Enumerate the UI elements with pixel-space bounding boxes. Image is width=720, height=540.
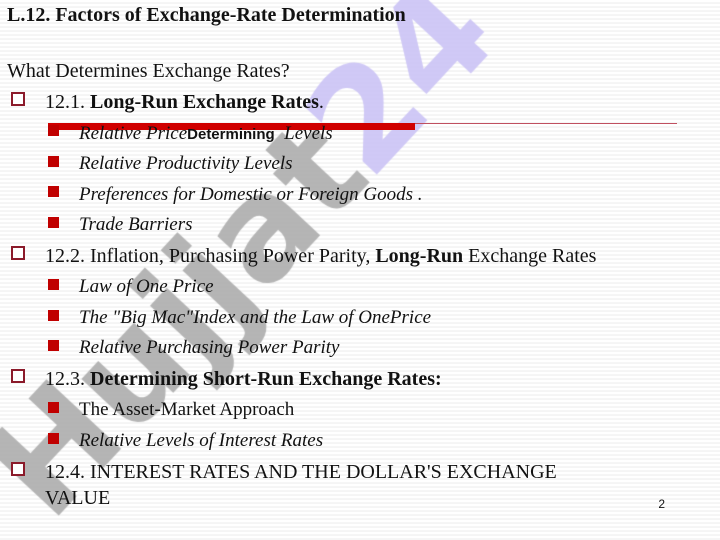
list-item: Relative PriceDetermining Levels [79,123,333,144]
hollow-square-bullet-icon [11,369,25,383]
list-item: Trade Barriers [79,214,193,235]
square-bullet-icon [48,340,59,351]
red-rule [48,123,415,130]
list-item: Law of One Price [79,276,214,297]
section-heading-12-1: 12.1. Long-Run Exchange Rates. [45,91,324,113]
hollow-square-bullet-icon [11,246,25,260]
page-number: 2 [658,497,665,511]
square-bullet-icon [48,156,59,167]
list-item: Relative Productivity Levels [79,153,293,174]
square-bullet-icon [48,310,59,321]
list-item: The Asset-Market Approach [79,399,295,420]
square-bullet-icon [48,217,59,228]
section-heading-12-2: 12.2. Inflation, Purchasing Power Parity… [45,245,597,267]
section-heading-12-4: 12.4. INTEREST RATES AND THE DOLLAR'S EX… [45,461,557,483]
list-item: Relative Levels of Interest Rates [79,430,324,451]
list-item: Preferences for Domestic or Foreign Good… [79,184,423,205]
hollow-square-bullet-icon [11,462,25,476]
list-item: Relative Purchasing Power Parity [79,337,340,358]
square-bullet-icon [48,279,59,290]
section-heading-12-3: 12.3. Determining Short-Run Exchange Rat… [45,368,442,390]
thin-rule [415,123,677,124]
square-bullet-icon [48,186,59,197]
square-bullet-icon [48,402,59,413]
list-item: The "Big Mac"Index and the Law of OnePri… [79,307,432,328]
square-bullet-icon [48,433,59,444]
hollow-square-bullet-icon [11,92,25,106]
slide-subtitle: What Determines Exchange Rates? [7,60,290,82]
square-bullet-icon [48,125,59,136]
slide-title: L.12. Factors of Exchange-Rate Determina… [7,4,406,26]
section-heading-12-4-line2: VALUE [45,487,111,509]
